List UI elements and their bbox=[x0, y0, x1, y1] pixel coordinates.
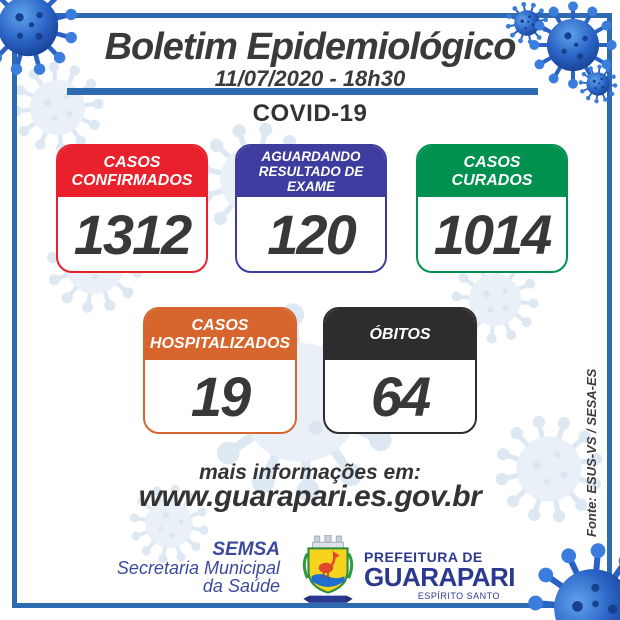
stat-card-value: 120 bbox=[267, 202, 356, 266]
stat-card-body: 19 bbox=[145, 360, 295, 432]
stat-card-body: 64 bbox=[325, 360, 475, 432]
stat-card-value: 1312 bbox=[73, 202, 193, 266]
stat-card-label: ÓBITOS bbox=[369, 325, 431, 343]
stat-card-obitos: ÓBITOS 64 bbox=[323, 307, 477, 434]
title-underline bbox=[67, 88, 538, 95]
virus-icon bbox=[526, 541, 620, 620]
stat-card-body: 1014 bbox=[418, 197, 566, 271]
stat-card-hospitalizados: CASOS HOSPITALIZADOS 19 bbox=[143, 307, 297, 434]
virus-icon bbox=[0, 0, 80, 78]
stat-card-header: CASOS CONFIRMADOS bbox=[58, 146, 206, 197]
info-more-label: mais informações em: bbox=[199, 461, 421, 484]
bulletin-datetime: 11/07/2020 - 18h30 bbox=[214, 66, 406, 91]
semsa-acronym: SEMSA bbox=[212, 539, 280, 560]
semsa-line2: da Saúde bbox=[202, 576, 280, 596]
stat-card-body: 120 bbox=[237, 197, 385, 271]
stat-card-value: 19 bbox=[190, 364, 251, 428]
stat-card-header: AGUARDANDO RESULTADO DE EXAME bbox=[237, 146, 385, 197]
stat-card-label: CASOS HOSPITALIZADOS bbox=[149, 316, 291, 352]
stat-card-curados: CASOS CURADOS 1014 bbox=[416, 144, 568, 273]
stat-card-confirmados: CASOS CONFIRMADOS 1312 bbox=[56, 144, 208, 273]
disease-label: COVID-19 bbox=[252, 100, 368, 127]
stat-card-label: CASOS CURADOS bbox=[451, 153, 533, 189]
data-source-note: Fonte: ESUS-VS / SESA-ES bbox=[584, 368, 599, 538]
city-label: PREFEITURA DE bbox=[364, 549, 483, 565]
city-name: GUARAPARI bbox=[364, 562, 516, 592]
stat-card-aguardando: AGUARDANDO RESULTADO DE EXAME 120 bbox=[235, 144, 387, 273]
stat-card-header: CASOS HOSPITALIZADOS bbox=[145, 309, 295, 360]
state-name: ESPÍRITO SANTO bbox=[417, 591, 500, 601]
footer-city-block: PREFEITURA DE GUARAPARI ESPÍRITO SANTO bbox=[364, 549, 516, 601]
stat-card-value: 64 bbox=[370, 364, 431, 428]
stat-card-header: ÓBITOS bbox=[325, 309, 475, 360]
website-url: www.guarapari.es.gov.br bbox=[138, 480, 482, 513]
stat-card-value: 1014 bbox=[433, 202, 553, 266]
semsa-line1: Secretaria Municipal bbox=[116, 558, 280, 578]
stat-card-label: CASOS CONFIRMADOS bbox=[71, 153, 193, 189]
virus-icon bbox=[578, 64, 618, 104]
poster-frame-border bbox=[12, 13, 612, 608]
bulletin-title: Boletim Epidemiológico bbox=[104, 26, 517, 68]
stat-card-label: AGUARDANDO RESULTADO DE EXAME bbox=[258, 148, 364, 195]
footer-semsa-block: SEMSA Secretaria Municipal da Saúde bbox=[40, 539, 280, 596]
coat-of-arms-logo bbox=[302, 535, 354, 603]
stat-card-body: 1312 bbox=[58, 197, 206, 271]
stat-card-header: CASOS CURADOS bbox=[418, 146, 566, 197]
